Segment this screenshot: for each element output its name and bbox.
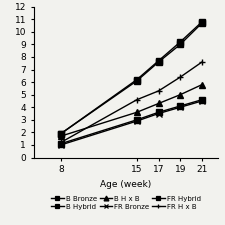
Line: FR H x B: FR H x B — [58, 59, 205, 145]
B Bronze — [135, 79, 138, 82]
Line: FR Hybrid: FR Hybrid — [58, 97, 205, 146]
FR H x B — [179, 76, 182, 79]
B H x B — [135, 111, 138, 114]
FR H x B — [60, 141, 62, 144]
B Hybrid — [60, 132, 62, 135]
B H x B — [157, 102, 160, 105]
Line: B H x B: B H x B — [58, 82, 205, 139]
B Bronze — [201, 22, 203, 25]
B H x B — [60, 135, 62, 137]
FR H x B — [201, 61, 203, 63]
Legend: B Bronze, B Hybrid, B H x B, FR Bronze, FR Hybrid, FR H x B: B Bronze, B Hybrid, B H x B, FR Bronze, … — [50, 194, 202, 211]
B Hybrid — [157, 59, 160, 62]
FR Bronze — [135, 120, 138, 122]
FR Hybrid — [135, 118, 138, 121]
FR Hybrid — [157, 111, 160, 114]
FR H x B — [157, 90, 160, 92]
FR Hybrid — [201, 98, 203, 101]
FR H x B — [135, 98, 138, 101]
Line: B Hybrid: B Hybrid — [58, 19, 205, 136]
B H x B — [201, 83, 203, 86]
B H x B — [179, 93, 182, 96]
X-axis label: Age (week): Age (week) — [100, 180, 152, 189]
FR Bronze — [201, 100, 203, 102]
B Bronze — [60, 132, 62, 135]
FR Bronze — [157, 112, 160, 115]
B Hybrid — [179, 40, 182, 43]
FR Bronze — [60, 144, 62, 146]
B Hybrid — [201, 20, 203, 23]
Line: B Bronze: B Bronze — [58, 20, 205, 136]
FR Hybrid — [60, 142, 62, 145]
B Bronze — [179, 43, 182, 46]
B Bronze — [157, 61, 160, 63]
FR Bronze — [179, 106, 182, 109]
FR Hybrid — [179, 105, 182, 107]
B Hybrid — [135, 78, 138, 81]
Line: FR Bronze: FR Bronze — [58, 98, 205, 148]
